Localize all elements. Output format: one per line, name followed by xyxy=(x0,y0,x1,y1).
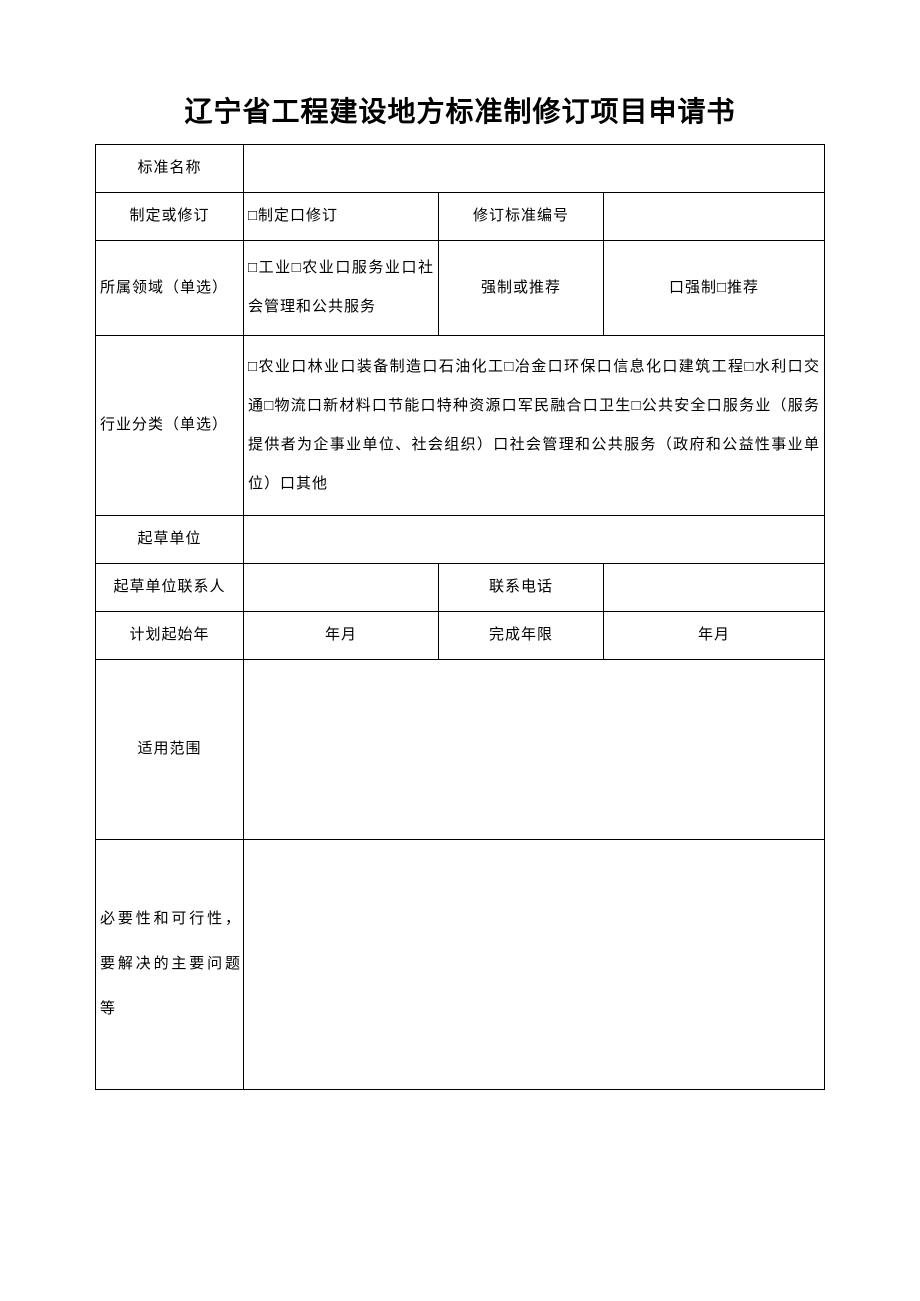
table-row: 必要性和可行性，要解决的主要问题等 xyxy=(96,840,825,1090)
value-revision-number xyxy=(604,193,825,241)
table-row: 行业分类（单选） □农业口林业口装备制造口石油化工□冶金口环保口信息化口建筑工程… xyxy=(96,336,825,516)
label-standard-name: 标准名称 xyxy=(96,145,244,193)
page-title: 辽宁省工程建设地方标准制修订项目申请书 xyxy=(95,90,825,130)
value-phone xyxy=(604,564,825,612)
application-form-table: 标准名称 制定或修订 □制定口修订 修订标准编号 所属领域（单选） □工业□农业… xyxy=(95,144,825,1090)
label-domain: 所属领域（单选） xyxy=(96,241,244,336)
table-row: 适用范围 xyxy=(96,660,825,840)
label-phone: 联系电话 xyxy=(439,564,604,612)
value-standard-name xyxy=(244,145,825,193)
value-completion: 年月 xyxy=(604,612,825,660)
table-row: 起草单位 xyxy=(96,516,825,564)
table-row: 制定或修订 □制定口修订 修订标准编号 xyxy=(96,193,825,241)
table-row: 标准名称 xyxy=(96,145,825,193)
label-drafting-unit: 起草单位 xyxy=(96,516,244,564)
label-necessity: 必要性和可行性，要解决的主要问题等 xyxy=(96,840,244,1090)
label-completion: 完成年限 xyxy=(439,612,604,660)
label-start-year: 计划起始年 xyxy=(96,612,244,660)
label-mandatory-recommend: 强制或推荐 xyxy=(439,241,604,336)
value-drafting-unit xyxy=(244,516,825,564)
label-revision-number: 修订标准编号 xyxy=(439,193,604,241)
value-establish-revise: □制定口修订 xyxy=(244,193,439,241)
value-domain: □工业□农业口服务业口社会管理和公共服务 xyxy=(244,241,439,336)
table-row: 所属领域（单选） □工业□农业口服务业口社会管理和公共服务 强制或推荐 口强制□… xyxy=(96,241,825,336)
label-contact-person: 起草单位联系人 xyxy=(96,564,244,612)
label-establish-revise: 制定或修订 xyxy=(96,193,244,241)
value-scope xyxy=(244,660,825,840)
table-row: 计划起始年 年月 完成年限 年月 xyxy=(96,612,825,660)
value-mandatory-recommend: 口强制□推荐 xyxy=(604,241,825,336)
label-scope: 适用范围 xyxy=(96,660,244,840)
value-contact-person xyxy=(244,564,439,612)
value-industry: □农业口林业口装备制造口石油化工□冶金口环保口信息化口建筑工程□水利口交通□物流… xyxy=(244,336,825,516)
table-row: 起草单位联系人 联系电话 xyxy=(96,564,825,612)
value-start-year: 年月 xyxy=(244,612,439,660)
value-necessity xyxy=(244,840,825,1090)
label-industry: 行业分类（单选） xyxy=(96,336,244,516)
